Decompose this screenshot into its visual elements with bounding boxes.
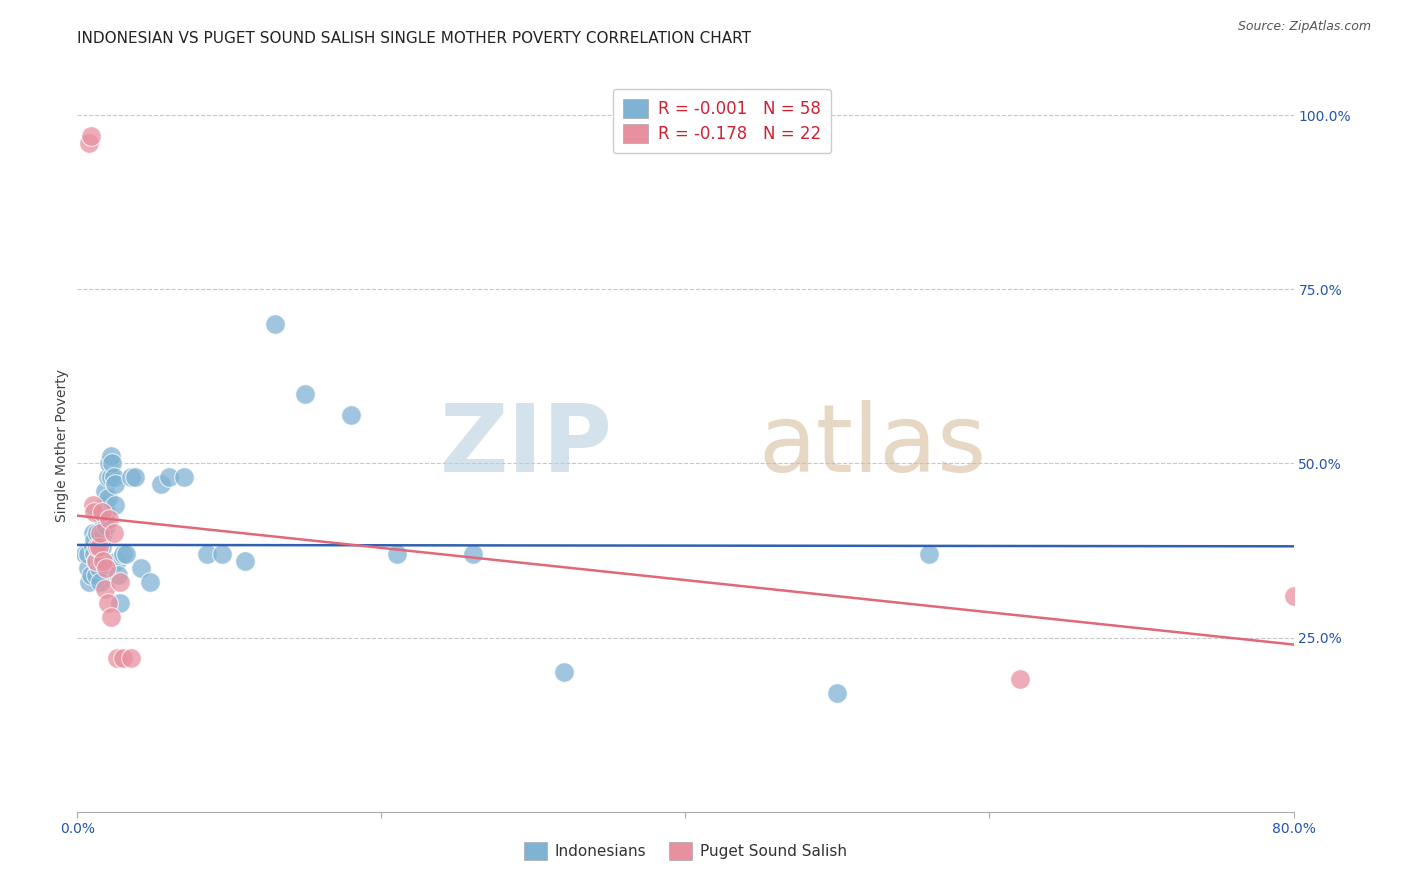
Point (83, 505, 105, 519)
Point (87, 547, 110, 561)
Point (107, 567, 129, 582)
Point (294, 386, 316, 401)
Point (91, 554, 114, 568)
Point (385, 547, 408, 561)
Point (211, 547, 233, 561)
Legend: Indonesians, Puget Sound Salish: Indonesians, Puget Sound Salish (517, 837, 853, 866)
Point (120, 651, 142, 665)
Point (98, 457, 121, 471)
Point (101, 457, 124, 471)
Point (82, 526, 104, 541)
Point (84, 554, 107, 568)
Point (104, 498, 127, 512)
Point (90, 554, 112, 568)
Point (73, 547, 96, 561)
Point (83, 547, 105, 561)
Point (93, 582, 115, 596)
Point (195, 547, 218, 561)
Point (82, 498, 104, 512)
Point (233, 554, 256, 568)
Point (84, 554, 107, 568)
Point (129, 561, 152, 575)
Point (340, 408, 363, 422)
Point (461, 547, 484, 561)
Point (100, 450, 122, 464)
Point (115, 547, 138, 561)
Point (149, 477, 172, 491)
Point (90, 505, 112, 519)
Point (89, 554, 111, 568)
Point (97, 491, 120, 506)
Point (87, 561, 110, 575)
Point (264, 317, 287, 331)
Point (79, 136, 101, 150)
Point (157, 470, 180, 484)
Point (124, 470, 146, 484)
Point (100, 609, 122, 624)
Point (91, 512, 114, 526)
Point (120, 470, 142, 484)
Point (86, 526, 108, 541)
Point (100, 470, 122, 484)
Point (105, 651, 128, 665)
Point (111, 547, 134, 561)
Point (105, 554, 128, 568)
Point (77, 547, 100, 561)
Point (93, 484, 115, 499)
Point (86, 554, 108, 568)
Point (111, 651, 134, 665)
Point (96, 505, 118, 519)
Point (79, 574, 101, 589)
Point (87, 540, 110, 554)
Point (98, 512, 121, 526)
Point (103, 470, 125, 484)
Point (103, 526, 125, 541)
Point (82, 540, 104, 554)
Point (139, 574, 162, 589)
Point (83, 533, 105, 547)
Text: ZIP: ZIP (440, 400, 613, 492)
Point (108, 574, 131, 589)
Point (108, 596, 131, 610)
Point (89, 540, 111, 554)
Point (173, 470, 195, 484)
Point (97, 470, 120, 484)
Point (86, 540, 108, 554)
Point (1282, 589, 1305, 603)
Y-axis label: Single Mother Poverty: Single Mother Poverty (55, 369, 69, 523)
Point (93, 498, 115, 512)
Point (90, 540, 112, 554)
Point (89, 574, 111, 589)
Point (1008, 673, 1031, 687)
Point (96, 519, 118, 533)
Point (84, 567, 107, 582)
Text: Source: ZipAtlas.com: Source: ZipAtlas.com (1237, 20, 1371, 33)
Text: atlas: atlas (758, 400, 987, 492)
Text: INDONESIAN VS PUGET SOUND SALISH SINGLE MOTHER POVERTY CORRELATION CHART: INDONESIAN VS PUGET SOUND SALISH SINGLE … (77, 31, 751, 46)
Point (80, 567, 103, 582)
Point (827, 686, 849, 700)
Point (918, 547, 941, 561)
Point (89, 526, 111, 541)
Point (104, 477, 127, 491)
Point (80, 128, 103, 143)
Point (96, 561, 118, 575)
Point (77, 561, 100, 575)
Point (553, 665, 575, 680)
Point (91, 526, 114, 541)
Point (97, 596, 120, 610)
